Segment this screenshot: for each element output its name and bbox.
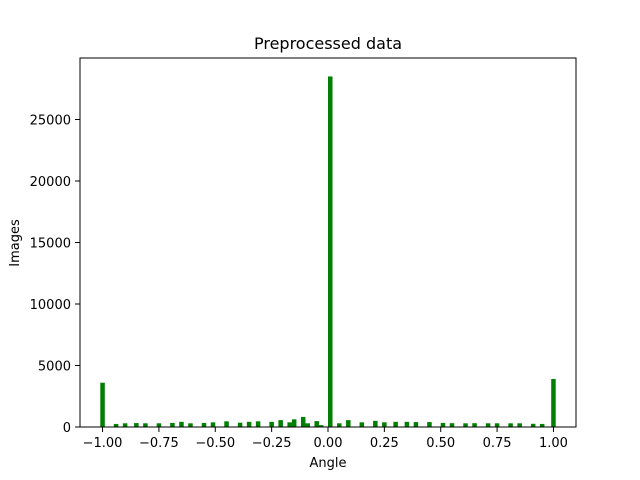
histogram-bar bbox=[337, 423, 342, 427]
histogram-bar bbox=[287, 422, 292, 427]
x-tick-label: −0.75 bbox=[139, 436, 179, 451]
x-tick-label: 0.25 bbox=[370, 436, 399, 451]
histogram-bar bbox=[305, 423, 310, 427]
x-tick-label: 0.50 bbox=[426, 436, 455, 451]
histogram-bar bbox=[318, 425, 324, 427]
histogram-bar bbox=[530, 423, 536, 427]
histogram-bar bbox=[463, 423, 468, 427]
histogram-bar bbox=[300, 416, 306, 427]
x-tick-label: −1.00 bbox=[83, 436, 123, 451]
y-tick-label: 15000 bbox=[30, 237, 71, 252]
histogram-bar bbox=[494, 423, 500, 427]
histogram-bar bbox=[382, 422, 387, 427]
histogram-bar bbox=[143, 423, 148, 427]
histogram-bar bbox=[224, 421, 229, 427]
histogram-bar bbox=[179, 421, 184, 427]
histogram-bar bbox=[269, 421, 274, 427]
x-tick-label: −0.25 bbox=[252, 436, 292, 451]
bars-group bbox=[100, 76, 556, 427]
y-tick-label: 20000 bbox=[30, 175, 71, 190]
histogram-bar bbox=[517, 423, 522, 427]
histogram-bar bbox=[314, 421, 319, 427]
y-tick-label: 25000 bbox=[30, 114, 71, 129]
x-tick-label: −0.50 bbox=[195, 436, 235, 451]
histogram-bar bbox=[440, 422, 446, 427]
histogram-bar bbox=[134, 423, 139, 427]
histogram-bar bbox=[278, 420, 283, 427]
histogram-bar bbox=[328, 76, 333, 427]
histogram-bar bbox=[449, 423, 455, 427]
x-tick-label: 0.00 bbox=[314, 436, 343, 451]
y-tick-label: 5000 bbox=[38, 360, 71, 375]
histogram-bar bbox=[291, 419, 297, 427]
y-axis: 0 5000 10000 15000 20000 25000 bbox=[30, 114, 80, 436]
histogram-bar bbox=[427, 422, 432, 427]
x-axis: −1.00 −0.75 −0.50 −0.25 0.00 0.25 0.50 0.75 1.00 bbox=[83, 427, 568, 451]
histogram-bar bbox=[404, 421, 410, 427]
histogram-bar bbox=[188, 423, 193, 427]
histogram-bar bbox=[100, 382, 105, 427]
histogram-bar bbox=[393, 421, 398, 427]
x-axis-label: Angle bbox=[310, 456, 347, 471]
histogram-bar bbox=[201, 422, 207, 427]
histogram-bar bbox=[413, 422, 419, 427]
histogram-bar bbox=[508, 423, 513, 427]
histogram-bar bbox=[210, 422, 216, 427]
x-tick-label: 0.75 bbox=[483, 436, 512, 451]
y-axis-label: Images bbox=[8, 219, 23, 267]
histogram-bar bbox=[539, 423, 545, 427]
histogram-bar bbox=[170, 422, 175, 427]
chart-title: Preprocessed data bbox=[254, 34, 402, 53]
y-tick-label: 10000 bbox=[30, 298, 71, 313]
histogram-bar bbox=[156, 423, 162, 427]
histogram-bar bbox=[237, 422, 243, 427]
histogram-bar bbox=[359, 422, 365, 427]
histogram-bar bbox=[551, 379, 556, 427]
histogram-bar bbox=[122, 423, 128, 427]
histogram-bar bbox=[472, 423, 477, 427]
histogram-bar bbox=[485, 423, 491, 427]
histogram-bar bbox=[255, 421, 261, 427]
y-tick-label: 0 bbox=[63, 421, 71, 436]
histogram-bar bbox=[113, 423, 119, 427]
histogram-bar bbox=[346, 420, 351, 427]
histogram-bar bbox=[246, 421, 252, 427]
x-tick-label: 1.00 bbox=[539, 436, 568, 451]
histogram-bar bbox=[373, 420, 378, 427]
